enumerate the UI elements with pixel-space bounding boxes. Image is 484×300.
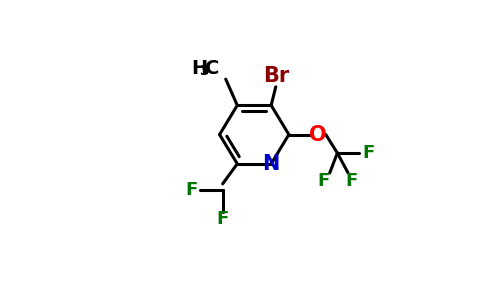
Text: O: O [309,124,327,145]
Text: F: F [185,181,197,199]
Text: F: F [345,172,357,190]
Text: H: H [191,59,207,78]
Text: Br: Br [263,66,289,86]
Text: C: C [205,59,219,78]
Text: N: N [262,154,280,174]
Text: F: F [362,144,374,162]
Text: F: F [216,210,229,228]
Text: F: F [318,172,330,190]
Text: 3: 3 [199,64,209,78]
